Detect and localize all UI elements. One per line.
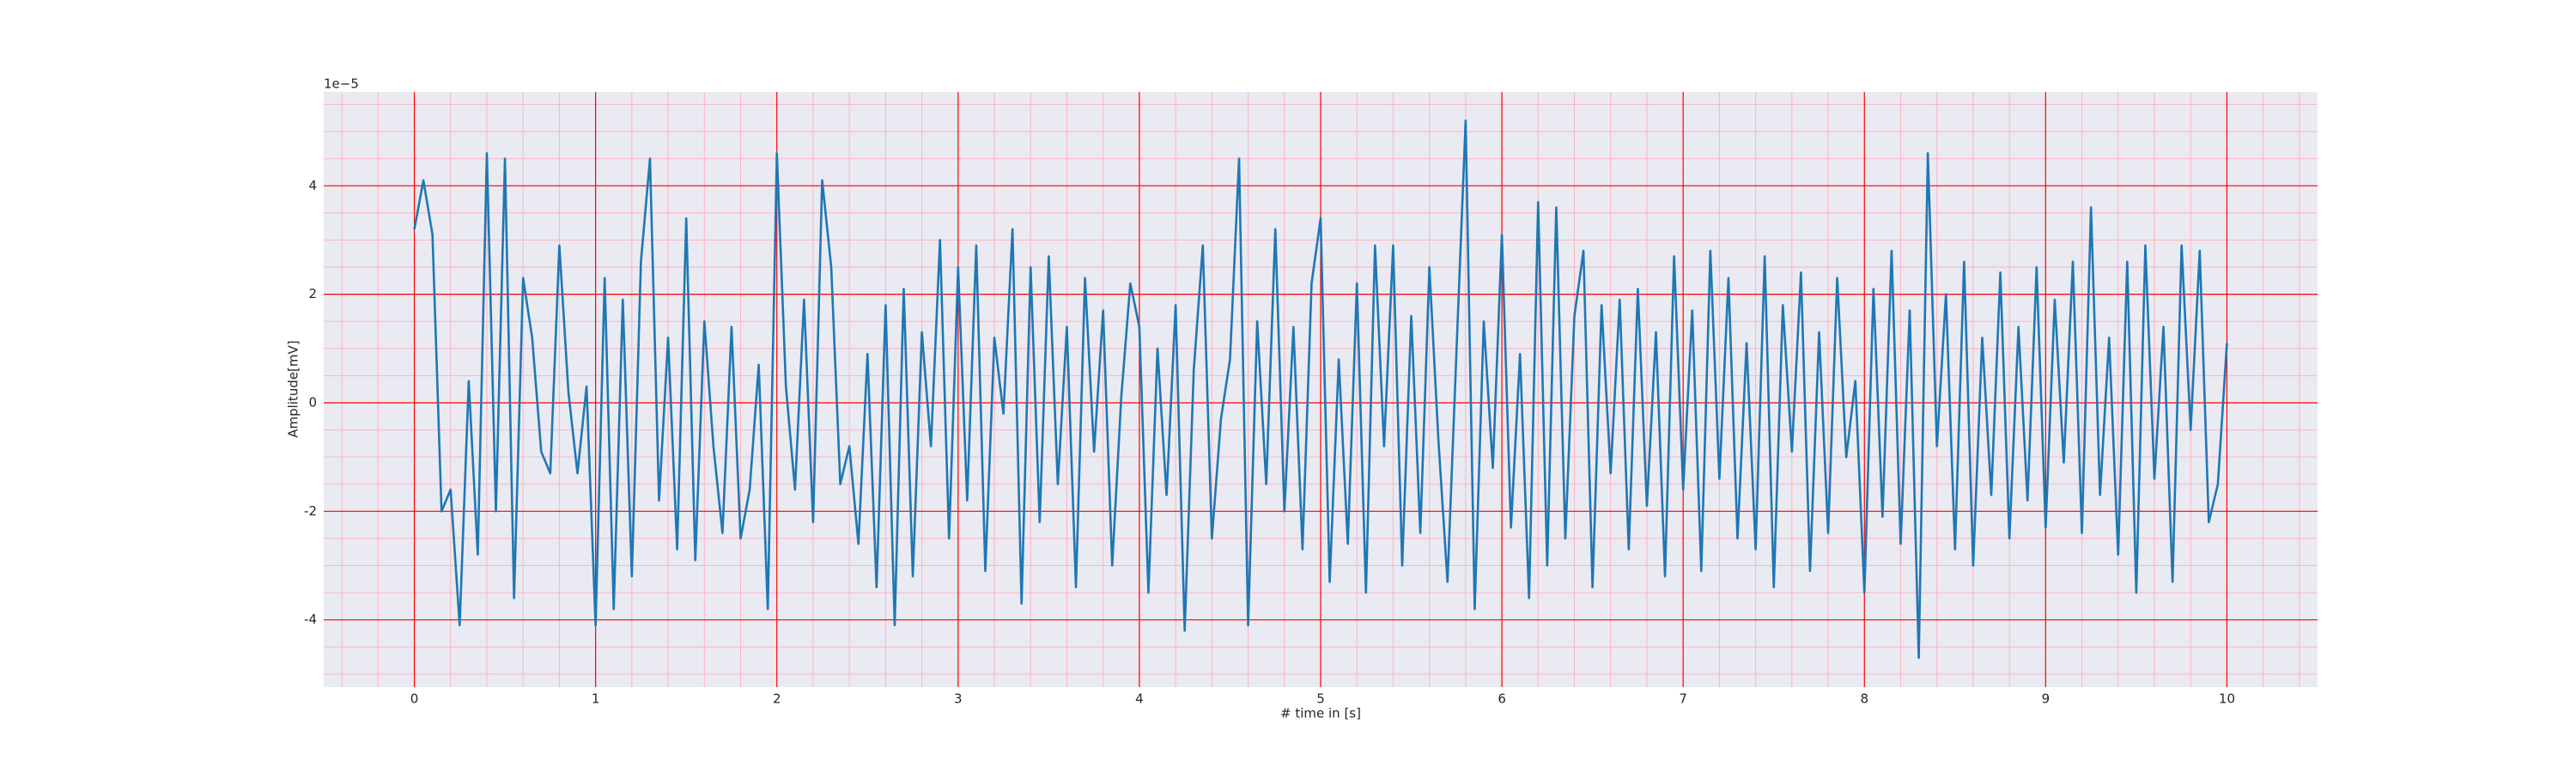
- x-tick-label: 5: [1316, 691, 1325, 707]
- x-tick-label: 8: [1860, 691, 1868, 707]
- x-tick-label: 9: [2042, 691, 2050, 707]
- y-tick-label: -4: [304, 612, 317, 627]
- x-tick-label: 0: [410, 691, 419, 707]
- x-axis-label: # time in [s]: [1280, 706, 1361, 721]
- y-axis-label: Amplitude[mV]: [286, 340, 301, 437]
- x-tick-label: 1: [592, 691, 600, 707]
- x-tick-label: 7: [1679, 691, 1687, 707]
- offset-label: 1e−5: [324, 76, 359, 92]
- x-tick-label: 10: [2219, 691, 2235, 707]
- x-tick-label: 4: [1135, 691, 1144, 707]
- signal-line: [413, 119, 2228, 660]
- x-tick-label: 2: [773, 691, 781, 707]
- y-tick-label: 4: [308, 178, 317, 193]
- y-tick-label: 2: [308, 286, 317, 301]
- y-tick-label: -2: [304, 503, 317, 519]
- x-tick-label: 6: [1498, 691, 1506, 707]
- y-tick-label: 0: [308, 394, 317, 410]
- x-tick-label: 3: [954, 691, 963, 707]
